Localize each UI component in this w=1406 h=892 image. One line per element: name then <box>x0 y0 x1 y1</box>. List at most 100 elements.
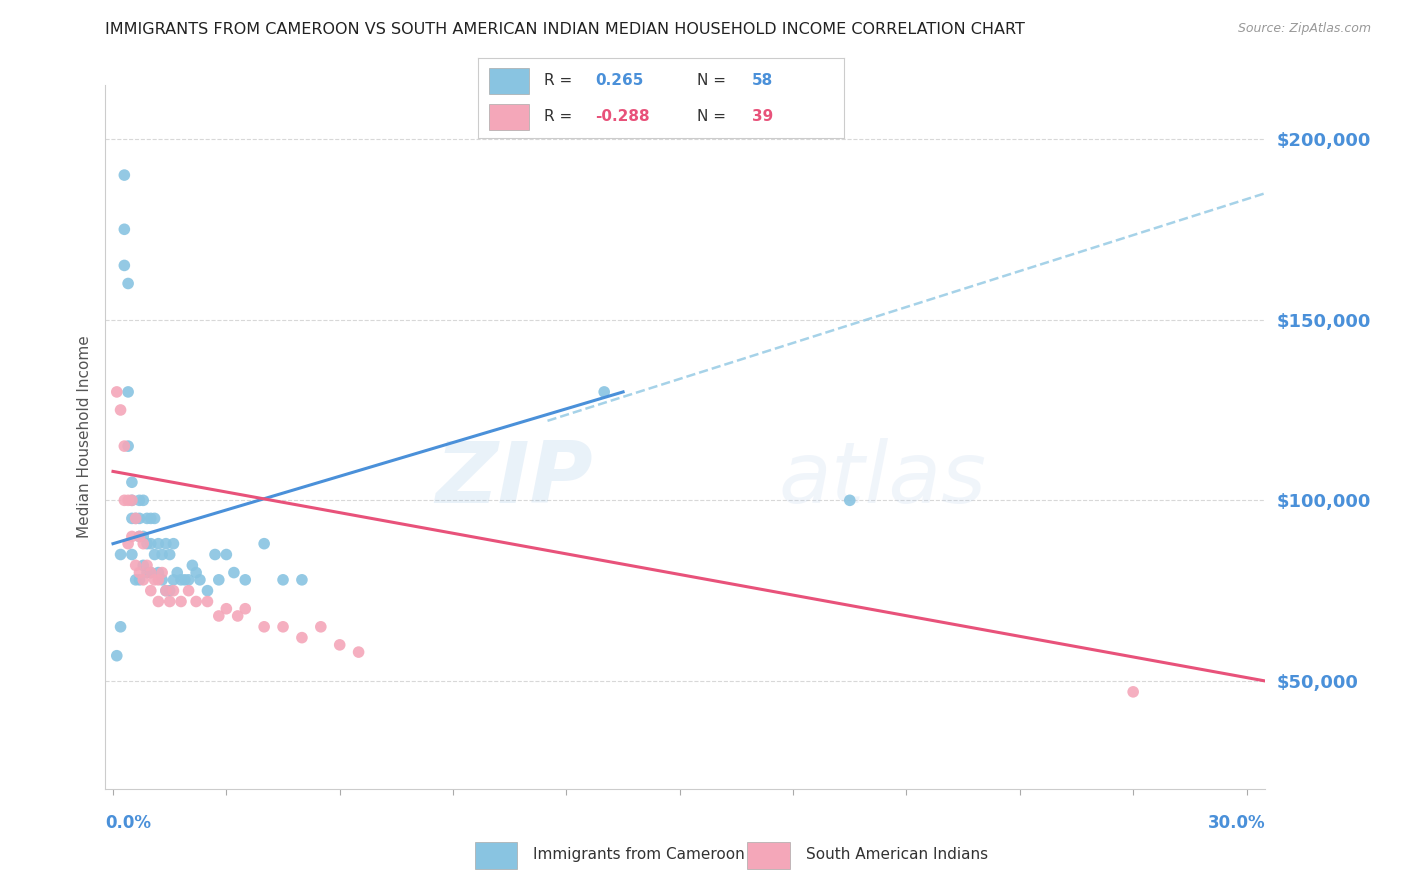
FancyBboxPatch shape <box>475 842 517 869</box>
Point <box>139 566 162 580</box>
Point <box>148 537 170 551</box>
Point <box>197 583 219 598</box>
Point <box>117 493 139 508</box>
Point <box>291 573 314 587</box>
Point <box>121 529 143 543</box>
Point <box>159 548 181 562</box>
Point <box>128 511 150 525</box>
Point <box>139 583 162 598</box>
Point <box>148 594 170 608</box>
Point <box>162 573 184 587</box>
Point <box>271 620 294 634</box>
Text: N =: N = <box>697 109 731 124</box>
Point <box>197 594 219 608</box>
Point <box>181 558 204 573</box>
Point <box>155 537 177 551</box>
Point <box>204 548 226 562</box>
Point <box>112 439 135 453</box>
Text: Immigrants from Cameroon: Immigrants from Cameroon <box>533 847 745 862</box>
Point <box>155 583 177 598</box>
Text: R =: R = <box>544 73 576 88</box>
Point <box>170 594 193 608</box>
Point <box>143 573 166 587</box>
Text: Source: ZipAtlas.com: Source: ZipAtlas.com <box>1237 22 1371 36</box>
Point <box>150 548 173 562</box>
FancyBboxPatch shape <box>747 842 790 869</box>
Point <box>159 583 181 598</box>
Point <box>121 548 143 562</box>
Text: 58: 58 <box>752 73 773 88</box>
Text: -0.288: -0.288 <box>595 109 650 124</box>
Point <box>233 601 256 615</box>
Point <box>148 566 170 580</box>
Point <box>121 475 143 490</box>
Point <box>110 620 132 634</box>
Point <box>177 573 200 587</box>
Point <box>128 573 150 587</box>
Point <box>124 511 146 525</box>
Point <box>139 537 162 551</box>
Text: 0.0%: 0.0% <box>105 814 152 831</box>
Point <box>132 529 155 543</box>
Point <box>121 493 143 508</box>
Point <box>112 259 135 273</box>
Point <box>128 493 150 508</box>
Point <box>170 573 193 587</box>
Point <box>132 493 155 508</box>
Point <box>124 573 146 587</box>
Point <box>215 601 238 615</box>
Text: IMMIGRANTS FROM CAMEROON VS SOUTH AMERICAN INDIAN MEDIAN HOUSEHOLD INCOME CORREL: IMMIGRANTS FROM CAMEROON VS SOUTH AMERIC… <box>105 22 1025 37</box>
Point <box>309 620 332 634</box>
FancyBboxPatch shape <box>489 103 529 130</box>
Point <box>117 277 139 291</box>
Point <box>124 511 146 525</box>
Point <box>177 583 200 598</box>
Point <box>162 583 184 598</box>
Point <box>271 573 294 587</box>
FancyBboxPatch shape <box>489 68 529 95</box>
Point <box>136 566 159 580</box>
Point <box>112 222 135 236</box>
Point <box>112 168 135 182</box>
Point <box>226 609 249 624</box>
Point <box>347 645 370 659</box>
Point <box>117 384 139 399</box>
Point <box>150 566 173 580</box>
Point <box>188 573 211 587</box>
Point <box>105 648 128 663</box>
Point <box>233 573 256 587</box>
Point <box>132 558 155 573</box>
Text: atlas: atlas <box>779 438 986 521</box>
Point <box>222 566 245 580</box>
Point <box>155 583 177 598</box>
Point <box>184 594 207 608</box>
Point <box>124 558 146 573</box>
Text: R =: R = <box>544 109 576 124</box>
Point <box>1122 685 1144 699</box>
Point <box>105 384 128 399</box>
Point <box>148 573 170 587</box>
Point <box>143 548 166 562</box>
Point <box>329 638 352 652</box>
Point <box>208 609 231 624</box>
Point <box>139 566 162 580</box>
Point <box>253 537 276 551</box>
Text: ZIP: ZIP <box>434 438 592 521</box>
Point <box>121 493 143 508</box>
Point <box>139 511 162 525</box>
Point <box>143 511 166 525</box>
Point <box>136 511 159 525</box>
Text: 30.0%: 30.0% <box>1208 814 1265 831</box>
Point <box>253 620 276 634</box>
Point <box>128 529 150 543</box>
Point <box>117 439 139 453</box>
Point <box>593 384 616 399</box>
Point <box>173 573 195 587</box>
Point <box>291 631 314 645</box>
Point <box>166 566 188 580</box>
Text: 0.265: 0.265 <box>595 73 644 88</box>
Point <box>110 548 132 562</box>
Point <box>128 566 150 580</box>
Y-axis label: Median Household Income: Median Household Income <box>76 335 91 539</box>
Point <box>838 493 860 508</box>
